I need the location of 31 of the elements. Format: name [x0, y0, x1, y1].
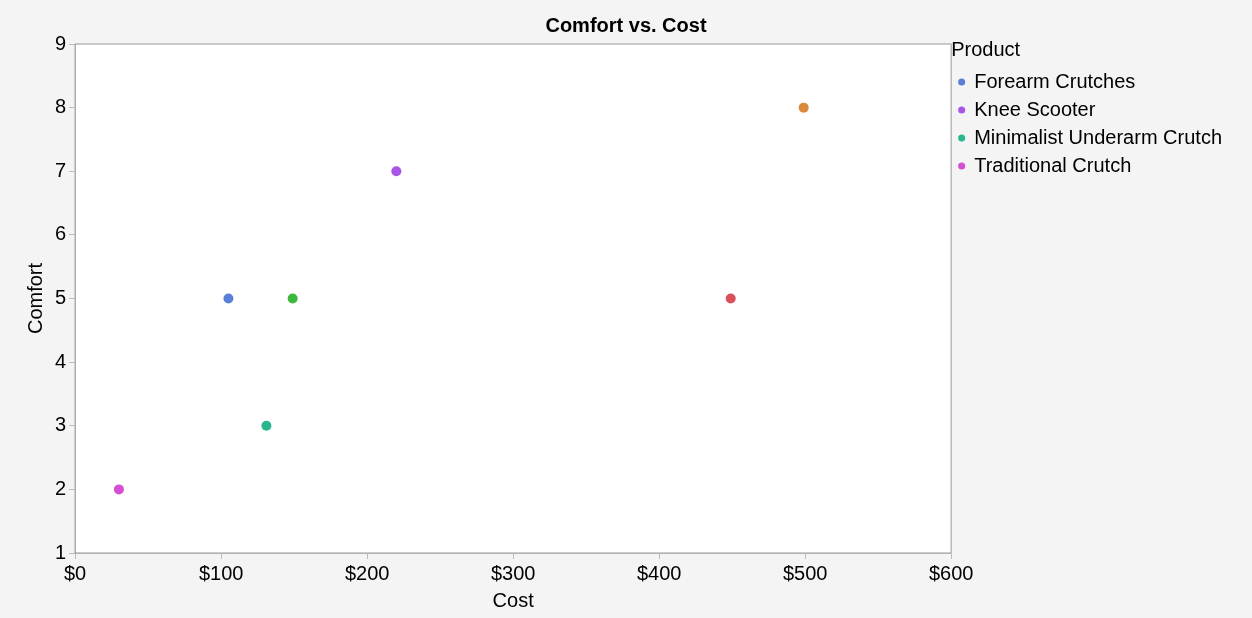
- x-tick-label: $0: [64, 561, 87, 584]
- point: [261, 420, 272, 431]
- x-tick-label: $600: [928, 561, 974, 584]
- point: [798, 102, 809, 113]
- y-tick-label: 6: [55, 222, 67, 245]
- y-tick-label: 5: [55, 286, 67, 309]
- legend-label: Traditional Crutch: [974, 153, 1132, 176]
- point: [113, 484, 124, 495]
- legend-label: Knee Scooter: [974, 97, 1096, 120]
- y-tick-label: 4: [55, 349, 67, 372]
- x-tick-label: $100: [198, 561, 244, 584]
- y-tick-label: 8: [55, 95, 67, 118]
- point: [287, 293, 298, 304]
- x-tick-label: $200: [344, 561, 390, 584]
- point: [725, 293, 736, 304]
- y-tick-label: 7: [55, 158, 67, 181]
- y-tick-label: 2: [55, 476, 67, 499]
- legend-title: Product: [951, 37, 1021, 60]
- x-axis-title: Cost: [492, 588, 535, 611]
- legend-label: Forearm Crutches: [974, 69, 1136, 92]
- y-tick-label: 9: [55, 31, 67, 54]
- x-tick-label: $400: [636, 561, 682, 584]
- y-tick-label: 3: [55, 413, 67, 436]
- x-tick-label: $300: [490, 561, 536, 584]
- x-tick-label: $500: [782, 561, 828, 584]
- point: [391, 166, 402, 177]
- legend-label: Minimalist Underarm Crutch: [974, 125, 1223, 148]
- y-tick-label: 1: [55, 540, 67, 563]
- y-axis-title: Comfort: [23, 262, 46, 335]
- point: [223, 293, 234, 304]
- chart-title: Comfort vs. Cost: [545, 13, 707, 36]
